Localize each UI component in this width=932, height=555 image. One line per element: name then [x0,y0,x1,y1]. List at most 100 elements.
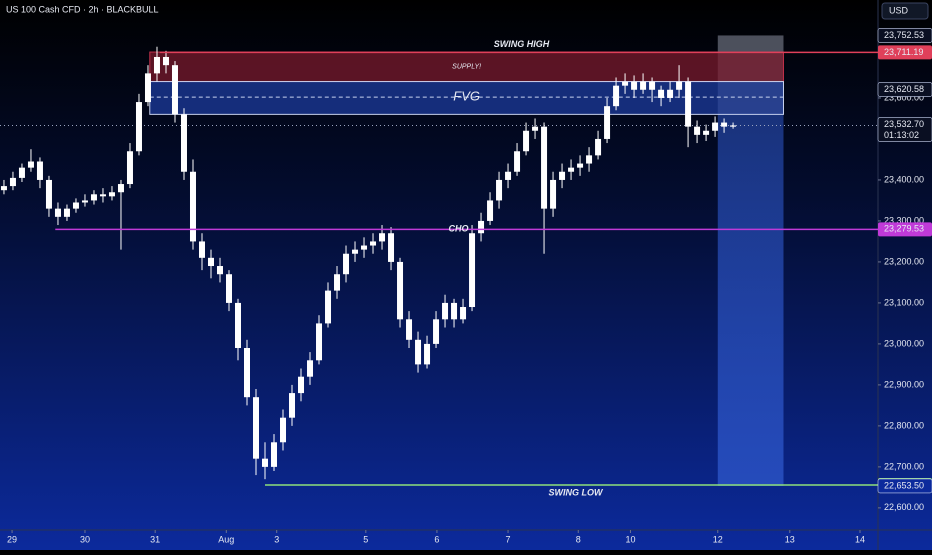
candle-body [207,257,214,267]
candle-body [234,302,241,349]
level-tag [878,45,932,60]
level-price: 23,279.53 [884,224,924,234]
projection-blue [717,113,784,486]
candle-body [162,56,169,66]
y-tick-label: 23,400.00 [884,174,924,184]
level-price: 23,711.19 [884,47,923,57]
candle-body [343,253,350,275]
level-name: CHO [449,224,469,234]
candle-body [280,417,287,443]
candle-body [316,323,323,361]
candle-body [415,339,422,365]
candle-body [568,167,575,172]
y-tick-label: 23,600.00 [884,92,924,102]
x-tick-label: 3 [274,534,279,544]
candle-body [730,125,737,127]
candle-body [460,307,467,320]
candle-body [225,274,232,303]
currency[interactable]: USD [889,5,909,15]
candle-body [325,290,332,324]
candle-body [514,151,521,172]
candle-body [243,348,250,398]
x-tick-label: 5 [363,534,368,544]
y-tick-label: 22,600.00 [884,502,924,512]
x-tick-label: 10 [625,534,635,544]
candle-body [604,106,611,139]
candle-body [478,220,485,234]
candle-body [487,200,494,221]
candle-body [559,171,566,180]
candle-body [108,192,115,197]
candle-body [505,171,512,180]
x-tick-label: 14 [855,534,865,544]
candle-body [703,130,710,135]
candle-body [694,126,701,135]
currency-button[interactable] [881,2,929,20]
candle-body [442,302,449,320]
level-tag [878,222,932,237]
y-tick-label: 23,300.00 [884,215,924,225]
candle-body [550,179,557,209]
candle-body [135,102,142,152]
candle-body [451,302,458,320]
candle-body [388,233,395,262]
axis-price: 23,752.53 [884,30,924,40]
x-tick-label: 6 [434,534,439,544]
candle-body [352,249,359,254]
candle-body [144,73,151,103]
candle-body [198,241,205,258]
candle-body [631,81,638,90]
candle-body [36,161,43,180]
candle-body [613,85,620,107]
candle-body [433,319,440,344]
x-tick-label: 12 [713,534,723,544]
candle-body [685,81,692,127]
candle-body [253,397,260,459]
candle-body [370,241,377,246]
axis-price: 23,620.58 [884,84,924,94]
candle-body [622,81,629,86]
candle-body [667,89,674,98]
candle-body [334,274,341,291]
candle-body [126,151,133,185]
x-tick-label: 31 [150,534,160,544]
candle-body [649,81,656,90]
last-price: 23,532.70 [884,119,924,129]
candle-body [532,126,539,131]
candle-body [262,458,269,467]
candle-body [45,179,52,209]
candle-body [523,130,530,152]
y-tick-label: 23,000.00 [884,338,924,348]
candle-body [63,208,70,217]
candle-body [397,261,404,320]
candle-body [153,56,160,74]
x-tick-label: 30 [80,534,90,544]
x-tick-label: 29 [7,534,17,544]
candle-body [180,114,187,172]
candle-body [81,200,88,203]
zone-label: FVG [453,89,480,104]
axis-tag [877,478,932,494]
candle-body [298,376,305,394]
y-tick-label: 23,200.00 [884,256,924,266]
x-tick-label: Aug [218,534,234,544]
candle-body [595,138,602,156]
y-tick-label: 23,100.00 [884,297,924,307]
candle-body [379,233,386,242]
axis-price: 22,653.50 [884,480,924,490]
candle-body [99,194,106,197]
candle-body [640,81,647,90]
level-name: SWING HIGH [494,39,550,49]
candle-body [54,208,61,217]
candle-body [72,202,79,209]
chart-title: US 100 Cash CFD · 2h · BLACKBULL [6,4,159,14]
y-tick-label: 22,900.00 [884,379,924,389]
candle-body [676,81,683,90]
candle-body [406,319,413,340]
candle-body [424,343,431,365]
candle-body [27,161,34,168]
last-price-tag [877,117,932,142]
candle-body [361,245,368,250]
axis-tag [877,82,932,97]
